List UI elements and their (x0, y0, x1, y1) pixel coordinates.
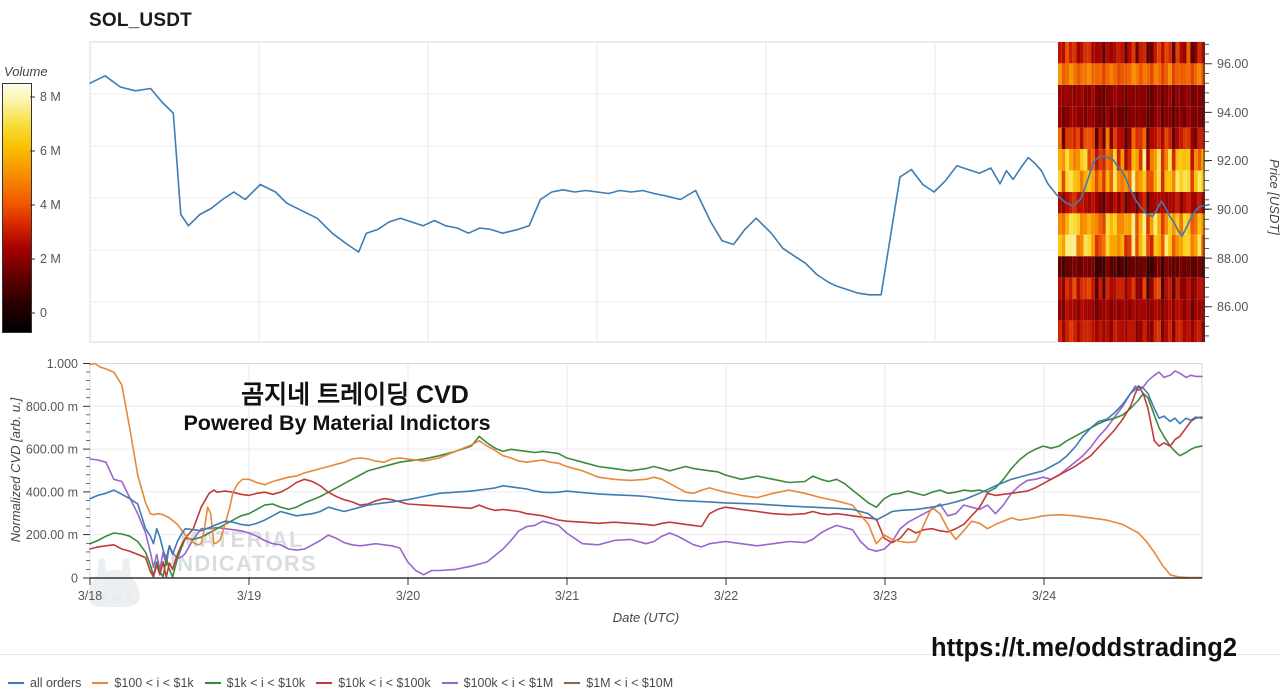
svg-text:Date (UTC): Date (UTC) (613, 610, 679, 625)
svg-text:800.00 m: 800.00 m (26, 400, 78, 414)
svg-text:94.00: 94.00 (1217, 106, 1248, 120)
svg-text:1.000: 1.000 (47, 357, 78, 371)
svg-text:6 M: 6 M (40, 144, 61, 158)
svg-text:3/23: 3/23 (873, 589, 897, 603)
svg-text:0: 0 (71, 572, 78, 586)
svg-text:400.00 m: 400.00 m (26, 485, 78, 499)
svg-text:곰지네 트레이딩 CVD: 곰지네 트레이딩 CVD (241, 381, 469, 409)
svg-text:3/21: 3/21 (555, 589, 579, 603)
svg-text:3/18: 3/18 (78, 589, 102, 603)
svg-text:2 M: 2 M (40, 252, 61, 266)
svg-text:86.00: 86.00 (1217, 300, 1248, 314)
svg-text:8 M: 8 M (40, 90, 61, 104)
svg-text:3/24: 3/24 (1032, 589, 1056, 603)
svg-text:0: 0 (40, 306, 47, 320)
svg-text:Powered By Material Indictors: Powered By Material Indictors (183, 411, 490, 435)
svg-text:92.00: 92.00 (1217, 154, 1248, 168)
svg-text:600.00 m: 600.00 m (26, 443, 78, 457)
svg-text:INDICATORS: INDICATORS (170, 551, 317, 576)
svg-text:3/20: 3/20 (396, 589, 420, 603)
svg-text:Normalized CVD [arb. u.]: Normalized CVD [arb. u.] (8, 397, 23, 542)
svg-text:90.00: 90.00 (1217, 203, 1248, 217)
svg-text:3/19: 3/19 (237, 589, 261, 603)
svg-text:88.00: 88.00 (1217, 252, 1248, 266)
svg-text:3/22: 3/22 (714, 589, 738, 603)
svg-text:96.00: 96.00 (1217, 57, 1248, 71)
svg-text:4 M: 4 M (40, 198, 61, 212)
svg-text:200.00 m: 200.00 m (26, 528, 78, 542)
svg-text:Price [USDT]: Price [USDT] (1267, 159, 1280, 235)
